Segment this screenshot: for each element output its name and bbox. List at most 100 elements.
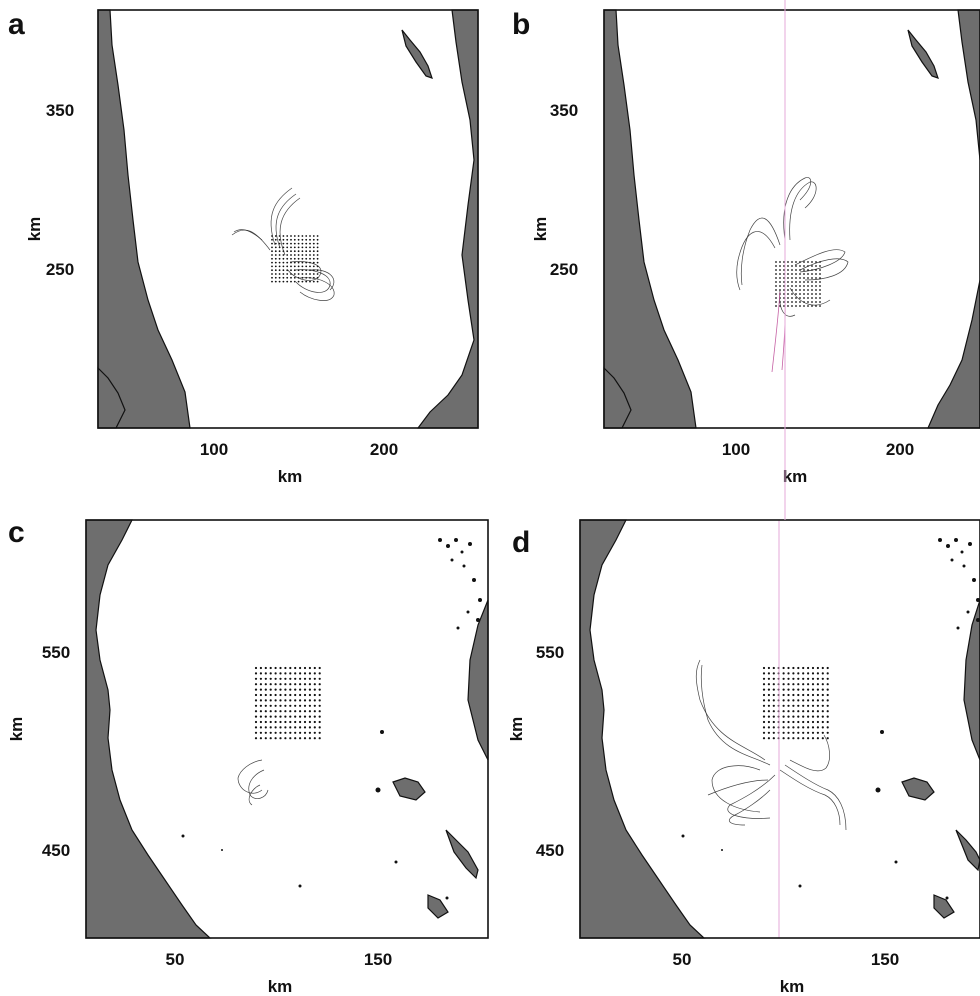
- release-point: [284, 666, 287, 670]
- release-point: [807, 737, 810, 740]
- release-point: [807, 273, 809, 275]
- release-point: [783, 281, 785, 283]
- release-point: [269, 677, 272, 680]
- release-point: [279, 688, 282, 691]
- release-point: [259, 677, 262, 680]
- release-point: [821, 699, 824, 702]
- release-point: [807, 277, 809, 279]
- coastal-dots-c: [181, 538, 482, 900]
- release-point: [284, 683, 287, 686]
- release-point: [811, 726, 815, 729]
- islet: [466, 610, 470, 614]
- release-point: [772, 688, 775, 691]
- release-point: [783, 301, 785, 303]
- release-point: [787, 737, 790, 740]
- islet: [454, 538, 458, 542]
- release-point: [299, 699, 302, 702]
- release-point: [792, 726, 795, 729]
- release-point: [318, 726, 321, 729]
- islet: [478, 598, 482, 602]
- release-point: [815, 297, 817, 299]
- release-point: [772, 666, 775, 670]
- release-point: [799, 293, 801, 295]
- release-point: [819, 265, 821, 267]
- release-point: [309, 257, 311, 260]
- release-point: [301, 246, 304, 249]
- release-point: [309, 273, 311, 275]
- release-point: [301, 235, 304, 237]
- release-point: [299, 683, 302, 686]
- release-point: [309, 242, 311, 245]
- release-point: [274, 666, 277, 670]
- release-point: [792, 710, 795, 713]
- release-point: [286, 235, 289, 237]
- release-point: [274, 672, 277, 675]
- release-point: [271, 261, 273, 264]
- islet: [968, 542, 972, 546]
- release-point: [271, 242, 273, 245]
- islet: [938, 538, 942, 542]
- release-point: [797, 720, 800, 724]
- map-frame-a: [97, 9, 479, 429]
- release-point: [305, 246, 308, 249]
- release-point: [795, 305, 797, 307]
- release-point: [282, 238, 285, 241]
- release-point: [303, 693, 307, 697]
- release-point: [303, 737, 307, 740]
- release-point: [294, 704, 297, 707]
- release-point: [791, 293, 793, 295]
- track: [789, 734, 830, 772]
- track: [728, 789, 771, 826]
- release-point: [782, 666, 785, 670]
- release-point: [802, 737, 805, 740]
- release-point: [767, 693, 771, 697]
- track: [707, 779, 769, 796]
- release-point: [821, 726, 824, 729]
- islet: [950, 558, 954, 562]
- release-point: [274, 683, 277, 686]
- drifter-tracks-a: [231, 187, 335, 301]
- release-point: [826, 737, 829, 740]
- release-point: [289, 715, 292, 718]
- release-point: [274, 276, 277, 279]
- release-point: [826, 726, 829, 729]
- track: [789, 181, 817, 241]
- release-point: [290, 246, 292, 249]
- release-point: [293, 276, 296, 279]
- islet: [954, 538, 958, 542]
- release-point: [811, 285, 813, 287]
- release-point: [815, 301, 817, 303]
- release-point: [799, 289, 801, 291]
- release-point: [274, 731, 277, 734]
- y-axis-label-b: km: [531, 217, 550, 242]
- release-point: [284, 672, 287, 675]
- islet: [875, 787, 881, 793]
- release-point: [254, 688, 258, 691]
- release-point: [762, 699, 766, 702]
- release-point: [803, 269, 805, 271]
- release-point: [787, 277, 789, 279]
- release-point: [767, 699, 771, 702]
- release-point: [313, 693, 316, 697]
- release-point: [274, 688, 277, 691]
- release-point: [811, 720, 815, 724]
- release-point: [819, 293, 821, 295]
- release-point: [278, 242, 281, 245]
- panel-letter-b: b: [512, 8, 530, 41]
- release-point: [799, 297, 801, 299]
- islet: [394, 860, 398, 864]
- release-point: [278, 238, 281, 241]
- islet: [181, 834, 185, 838]
- release-point: [286, 265, 289, 268]
- release-point: [762, 688, 766, 691]
- release-point: [289, 688, 292, 691]
- release-point: [308, 672, 311, 675]
- release-point: [274, 699, 277, 702]
- release-point: [289, 710, 292, 713]
- release-point: [807, 683, 810, 686]
- islet: [298, 884, 302, 888]
- release-point: [274, 238, 277, 241]
- release-point: [313, 688, 316, 691]
- islet: [476, 618, 480, 622]
- release-point: [787, 265, 789, 267]
